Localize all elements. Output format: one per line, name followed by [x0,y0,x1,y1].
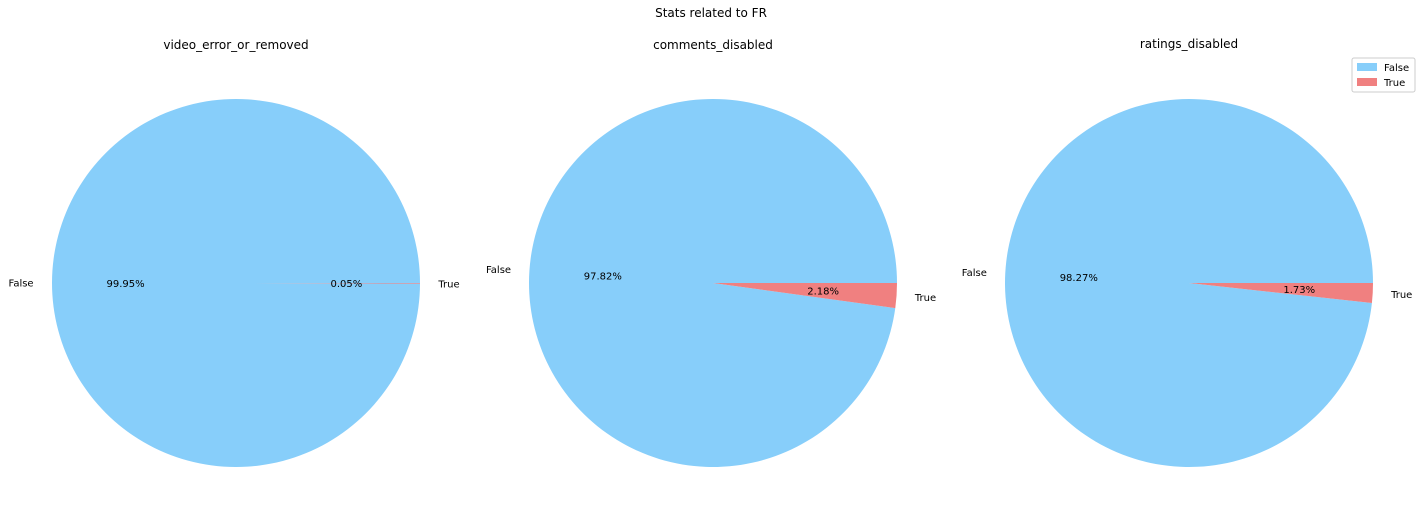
pie-chart-ratings-disabled: ratings_disabled 98.27% False 1.73% True [962,37,1412,468]
pie-title: ratings_disabled [1140,37,1238,51]
pie-percent-label: 99.95% [107,279,145,290]
legend-swatch-true [1357,78,1377,86]
pie-percent-label: 1.73% [1283,285,1315,296]
legend: False True [1351,57,1416,93]
pie-slice-false [51,98,421,467]
pie-slice-true [1189,283,1373,303]
legend-swatch-false [1357,63,1377,71]
pie-percent-label: 97.82% [584,271,622,282]
pie-category-label: False [8,279,33,290]
pie-slice-true [713,283,897,309]
pie-chart-video-error-or-removed: video_error_or_removed 99.95% False 0.05% T… [8,38,460,467]
pie-category-label: True [914,293,936,304]
pie-category-label: False [962,268,987,279]
pie-chart-comments-disabled: comments_disabled 97.82% False 2.18% True [486,38,936,468]
pie-slice-false [1004,99,1373,468]
pie-category-label: True [1390,290,1412,301]
legend-label-true: True [1383,78,1405,89]
figure-suptitle: Stats related to FR [655,6,767,20]
pie-title: comments_disabled [653,38,773,52]
pie-percent-label: 2.18% [807,287,839,298]
pie-slice-false [529,99,897,468]
pie-percent-label: 98.27% [1060,273,1098,284]
pie-category-label: False [486,265,511,276]
pie-percent-label: 0.05% [331,279,363,290]
pie-title: video_error_or_removed [163,38,308,52]
pie-slice-true [236,283,420,284]
pie-category-label: True [437,279,459,290]
legend-label-false: False [1384,63,1409,74]
